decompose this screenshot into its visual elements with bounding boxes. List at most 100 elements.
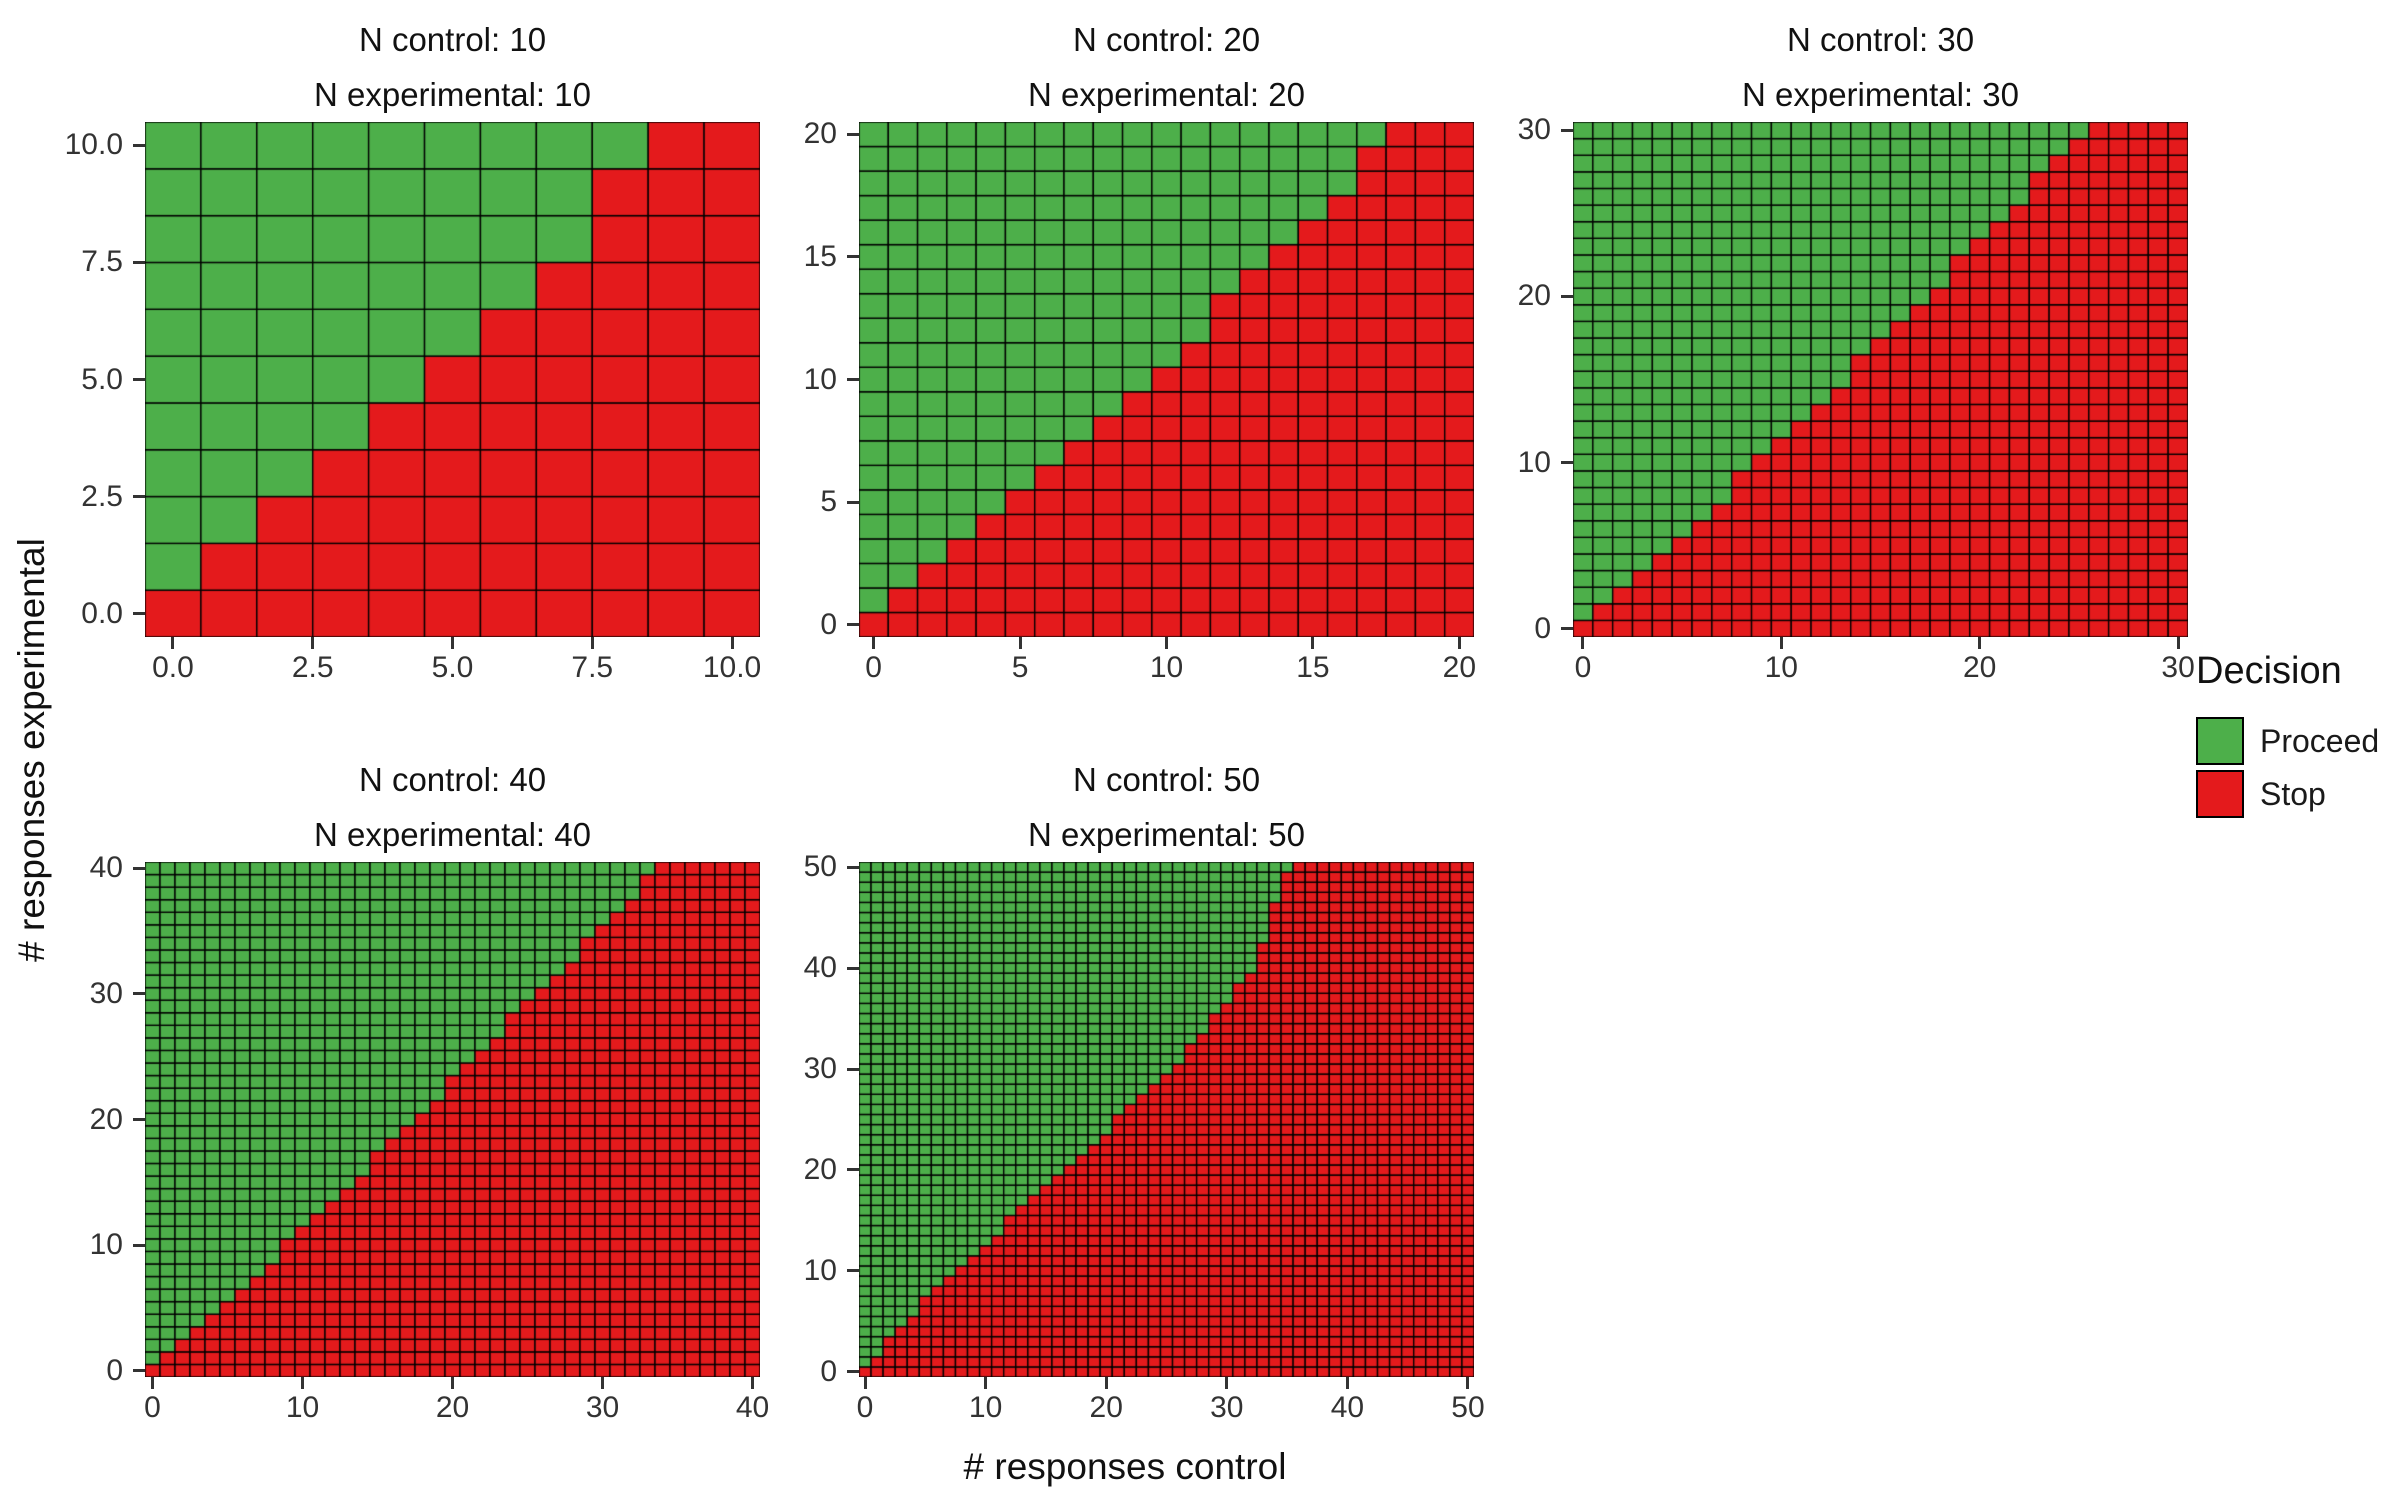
y-tick-mark	[847, 1168, 859, 1172]
decision-grid-canvas	[145, 862, 760, 1377]
x-tick-mark	[1165, 637, 1168, 649]
decision-grid-canvas	[145, 122, 760, 637]
facet-title-experimental: N experimental: 10	[314, 76, 591, 113]
facet-row-1: N control: 10 N experimental: 10 0.0 2.5 5.0…	[60, 12, 2195, 693]
y-tick-label: 10	[803, 362, 837, 396]
x-tick-label: 5	[1011, 651, 1029, 684]
y-tick-label: 5.0	[81, 362, 123, 396]
y-tick-mark	[847, 1067, 859, 1071]
x-tick-label: 0	[865, 651, 882, 684]
y-tick-mark	[133, 992, 145, 996]
x-tick-mark	[730, 637, 734, 649]
y-tick-mark	[1561, 128, 1573, 132]
y-tick-label: 0.0	[81, 596, 123, 630]
y-tick-mark	[847, 1269, 859, 1273]
facet-n-10: N control: 10 N experimental: 10 0.0 2.5 5.0…	[60, 12, 762, 693]
x-axis-label: # responses control	[963, 1446, 1287, 1487]
y-tick-label: 20	[803, 1152, 837, 1186]
x-tick-label: 50	[1451, 1391, 1485, 1424]
x-tick-mark	[1104, 1377, 1108, 1389]
y-tick-label: 0	[106, 1353, 123, 1387]
x-tick-mark	[1581, 637, 1585, 649]
proceed-color-swatch	[2196, 717, 2244, 765]
y-tick-mark	[847, 1370, 859, 1374]
x-tick-mark	[1225, 1377, 1229, 1389]
x-tick-label: 10	[1149, 651, 1184, 684]
decision-grid-canvas	[1573, 122, 2188, 637]
facet-row-2: N control: 40 N experimental: 40 0 10 20 30 40…	[60, 752, 1485, 1433]
y-tick-label: 30	[89, 976, 123, 1010]
x-tick-label: 20	[435, 1391, 470, 1424]
y-tick-label: 20	[89, 1102, 123, 1136]
x-axis: 0 10 20 30	[1488, 637, 2195, 693]
y-tick-mark	[133, 1243, 145, 1247]
y-tick-label: 30	[1517, 113, 1551, 147]
x-tick-label: 20	[1089, 1391, 1123, 1424]
y-tick-label: 50	[803, 850, 837, 884]
y-tick-label: 40	[803, 951, 837, 985]
x-tick-mark	[1018, 637, 1022, 649]
x-tick-mark	[1311, 637, 1315, 649]
x-tick-mark	[590, 637, 594, 649]
y-tick-mark	[133, 612, 145, 616]
facet-title-experimental: N experimental: 30	[1742, 76, 2019, 113]
x-axis: 0 5 10 15 20	[774, 637, 1476, 693]
y-tick-label: 0	[820, 1354, 837, 1388]
x-tick-mark	[1779, 637, 1783, 649]
facet-title-control: N control: 30	[1786, 21, 1975, 58]
y-tick-mark	[133, 866, 145, 870]
x-tick-label: 0	[144, 1391, 161, 1424]
facet-title-experimental: N experimental: 20	[1028, 76, 1305, 113]
y-tick-mark	[1561, 294, 1573, 298]
x-tick-label: 0	[1574, 651, 1592, 684]
x-tick-mark	[311, 637, 315, 649]
y-tick-mark	[847, 966, 859, 970]
x-tick-label: 20	[1963, 651, 1997, 684]
x-tick-mark	[984, 1377, 988, 1389]
y-tick-mark	[847, 255, 859, 259]
y-tick-label: 7.5	[81, 245, 123, 279]
y-tick-label: 15	[803, 239, 837, 273]
stop-color-swatch	[2196, 770, 2244, 818]
x-tick-mark	[451, 1377, 454, 1389]
x-tick-label: 30	[2161, 651, 2195, 684]
x-tick-mark	[171, 637, 175, 649]
x-tick-label: 10	[1764, 651, 1798, 684]
facet-title-experimental: N experimental: 40	[314, 816, 591, 853]
y-tick-label: 40	[89, 851, 123, 885]
facet-n-50: N control: 50 N experimental: 50 0 10 20 30 40…	[774, 752, 1485, 1433]
decision-grid-canvas	[859, 862, 1474, 1377]
y-tick-label: 5	[820, 485, 837, 519]
legend-entry-stop: Stop	[2196, 770, 2379, 818]
y-tick-label: 10	[89, 1228, 123, 1262]
y-tick-label: 0	[1534, 611, 1551, 645]
x-tick-label: 10.0	[702, 651, 762, 684]
x-tick-mark	[872, 637, 876, 649]
legend-title: Decision	[2196, 650, 2342, 692]
x-tick-label: 7.5	[571, 651, 614, 684]
facet-n-30: N control: 30 N experimental: 30 0 10 20 30 0 1…	[1488, 12, 2195, 693]
y-tick-label: 30	[803, 1052, 837, 1085]
x-tick-label: 20	[1442, 651, 1477, 684]
x-tick-label: 30	[585, 1391, 620, 1424]
x-tick-mark	[151, 1377, 154, 1389]
plot-area: 0 10 20 30 40 50	[774, 850, 1474, 1388]
y-tick-mark	[847, 865, 859, 869]
y-tick-mark	[847, 500, 859, 504]
plot-area: 0 5 10 15 20	[774, 117, 1474, 641]
facet-title-experimental: N experimental: 50	[1028, 816, 1305, 853]
x-axis: 0 10 20 30 40	[60, 1377, 769, 1433]
y-tick-label: 0	[820, 607, 837, 641]
x-tick-mark	[2176, 637, 2180, 649]
x-tick-mark	[301, 1377, 304, 1389]
plot-area: 0 10 20 30	[1488, 113, 2188, 645]
y-tick-mark	[1561, 627, 1573, 631]
x-tick-mark	[451, 637, 454, 649]
x-tick-label: 0	[856, 1391, 874, 1424]
y-tick-mark	[133, 260, 145, 264]
y-axis-label: # responses experimental	[11, 538, 52, 962]
x-axis: 0 10 20 30 40 50	[774, 1377, 1485, 1433]
y-tick-label: 10	[1517, 445, 1551, 479]
x-axis: 0.0 2.5 5.0 7.5 10.0	[60, 637, 761, 693]
legend-label-proceed: Proceed	[2260, 722, 2380, 759]
